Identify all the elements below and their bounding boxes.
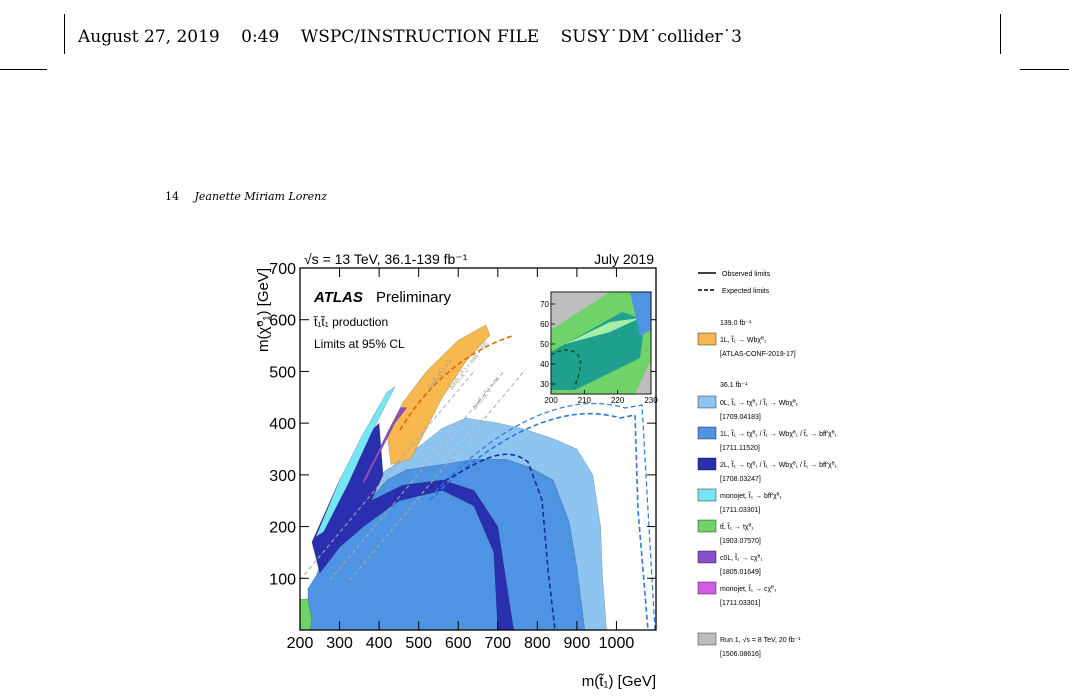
- x-tick-label: 400: [366, 635, 393, 652]
- legend-swatch: [697, 550, 717, 564]
- legend-ref: [1711.03301]: [720, 507, 760, 514]
- exclusion-region-4: [386, 324, 491, 465]
- inset-plot: 200 210 220 230 30 40 50 60 70: [540, 291, 658, 405]
- inset-y-tick-label: 30: [540, 380, 549, 389]
- legend-ref: [ATLAS-CONF-2019-17]: [720, 351, 796, 358]
- legend-swatch: [697, 395, 717, 409]
- inset-y-tick-label: 50: [540, 340, 549, 349]
- exclusion-regions: [300, 324, 607, 630]
- header-time: 0:49: [241, 27, 280, 47]
- header-filename: SUSY˙DM˙collider˙3: [560, 27, 742, 47]
- legend-ref: [1711.03301]: [720, 600, 760, 607]
- legend-label: 1L, t̃₁ → Wbχ̃⁰₁: [720, 336, 767, 344]
- legend-expected: Expected limits: [722, 288, 770, 295]
- page-header: August 27, 2019 0:49 WSPC/INSTRUCTION FI…: [78, 27, 758, 47]
- right-margin-rule: [1000, 14, 1001, 54]
- inset-x-tick-label: 230: [644, 396, 658, 405]
- energy-label: √s = 13 TeV, 36.1-139 fb⁻¹: [304, 251, 468, 267]
- expected-limit-0l: [429, 412, 649, 630]
- legend-label: 1L, t̃₁ → tχ̃⁰₁ / t̃₁ → Wbχ̃⁰₁ / t̃₁ → b…: [720, 430, 838, 438]
- axes: 200 300 400 500 600 700 800 900 1000 100 200 300 400…: [269, 261, 656, 652]
- exclusion-region-6: [363, 407, 408, 486]
- x-tick-label: 200: [287, 635, 314, 652]
- x-tick-label: 600: [445, 635, 472, 652]
- inset-y-tick-label: 40: [540, 360, 549, 369]
- legend-swatch: [697, 332, 717, 346]
- inset-x-tick-label: 220: [611, 396, 625, 405]
- header-file-label: WSPC/INSTRUCTION FILE: [300, 27, 540, 47]
- x-axis-title: m(t̃₁) [GeV]: [582, 673, 656, 690]
- inset-y-tick-label: 70: [540, 300, 549, 309]
- legend-swatch: [697, 457, 717, 471]
- legend-label: 2L, t̃₁ → tχ̃⁰₁ / t̃₁ → Wbχ̃⁰₁ / t̃₁ → b…: [720, 461, 838, 469]
- legend-ref: [1709.04183]: [720, 414, 761, 421]
- y-tick-label: 600: [269, 313, 296, 330]
- legend-label: c0L, t̃₁ → cχ̃⁰₁: [720, 554, 763, 562]
- expected-limit-lines: [399, 335, 656, 630]
- legend-label: tt̄, t̃₁ → tχ̃⁰₁: [720, 523, 754, 531]
- x-tick-label: 500: [405, 635, 432, 652]
- exclusion-region-7: [300, 598, 313, 630]
- plot-frame: [299, 267, 657, 631]
- cl-label: Limits at 95% CL: [314, 337, 405, 351]
- right-crop-mark: [1020, 69, 1069, 70]
- expected-limit-1l: [429, 453, 556, 630]
- y-tick-label: 500: [269, 364, 296, 381]
- exclusion-region-5: [315, 386, 396, 538]
- y-tick-label: 300: [269, 468, 296, 485]
- y-axis-title: m(χ̃⁰₁) [GeV]: [255, 268, 272, 352]
- y-tick-label: 200: [269, 520, 296, 537]
- legend-swatch-run1: [697, 632, 717, 646]
- kinematic-limit-lines: [300, 369, 526, 581]
- atlas-label: ATLAS: [313, 289, 363, 306]
- page-number: 14: [165, 190, 179, 203]
- x-tick-label: 300: [326, 635, 353, 652]
- x-tick-label: 1000: [599, 635, 635, 652]
- legend-ref-run1: [1506.08616]: [720, 651, 761, 658]
- legend-swatch: [697, 426, 717, 440]
- left-margin-rule: [64, 14, 65, 54]
- y-tick-label: 100: [269, 571, 296, 588]
- running-head: 14 Jeanette Miriam Lorenz: [165, 190, 327, 203]
- inset-x-tick-label: 210: [578, 396, 592, 405]
- legend-ref: [1711.11520]: [720, 445, 760, 452]
- legend-swatch: [697, 519, 717, 533]
- date-label: July 2019: [594, 251, 654, 267]
- exclusion-region-3: [311, 422, 514, 630]
- x-tick-label: 800: [524, 635, 551, 652]
- kinematic-label-top: Δm(t̃₁,χ̃⁰₁) = mt: [471, 376, 501, 412]
- production-label: t̃₁t̃₁ production: [313, 314, 389, 329]
- author-name: Jeanette Miriam Lorenz: [194, 190, 328, 203]
- legend-label-run1: Run 1, √s = 8 TeV, 20 fb⁻¹: [720, 636, 801, 644]
- legend-ref: [1903.07570]: [720, 538, 761, 545]
- atlas-preliminary-label: Preliminary: [376, 289, 452, 306]
- y-tick-label: 700: [269, 261, 296, 278]
- legend-group-139: 139.0 fb⁻¹: [720, 320, 752, 327]
- inset-y-tick-label: 60: [540, 320, 549, 329]
- inset-axes: 200 210 220 230 30 40 50 60 70: [540, 300, 658, 405]
- expected-limit-wb: [399, 335, 513, 431]
- legend-observed: Observed limits: [722, 271, 771, 278]
- y-tick-label: 400: [269, 416, 296, 433]
- exclusion-plot: Δm(t̃₁,χ̃⁰₁) = 0 Δm(t̃₁,χ̃⁰₁) = mW + mb …: [255, 251, 838, 690]
- legend-swatch: [697, 581, 717, 595]
- legend-group-36: 36.1 fb⁻¹: [720, 382, 748, 389]
- x-tick-label: 900: [564, 635, 591, 652]
- inset-x-tick-label: 200: [544, 396, 558, 405]
- left-crop-mark: [0, 69, 47, 70]
- legend: Observed limits Expected limits 139.0 fb…: [697, 271, 838, 658]
- legend-ref: [1708.03247]: [720, 476, 761, 483]
- x-tick-label: 700: [484, 635, 511, 652]
- header-date: August 27, 2019: [78, 27, 220, 47]
- legend-label: monojet, t̃₁ → bff'χ̃⁰₁: [720, 492, 782, 500]
- legend-label: 0L, t̃₁ → tχ̃⁰₁ / t̃₁ → Wbχ̃⁰₁: [720, 399, 799, 407]
- expected-limit-0l-band: [434, 402, 656, 630]
- legend-ref: [1805.01649]: [720, 569, 761, 576]
- legend-swatch: [697, 488, 717, 502]
- legend-label: monojet, t̃₁ → cχ̃⁰₁: [720, 585, 777, 593]
